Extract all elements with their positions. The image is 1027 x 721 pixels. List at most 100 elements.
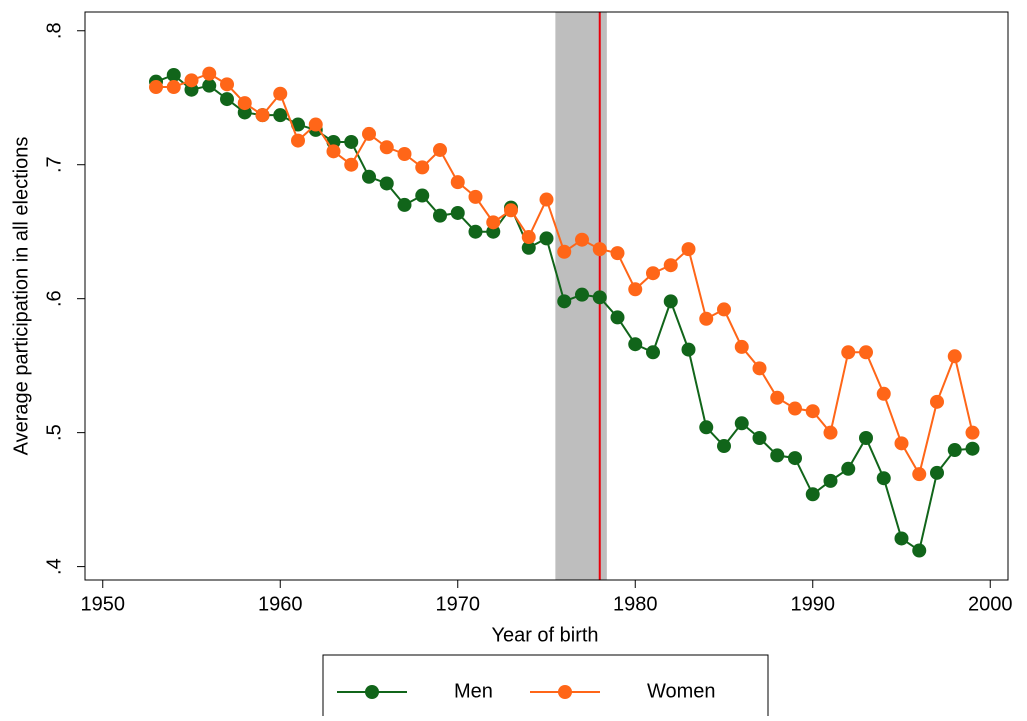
marker <box>468 224 483 239</box>
marker <box>876 471 891 486</box>
marker <box>450 205 465 220</box>
marker <box>823 425 838 440</box>
marker <box>788 401 802 416</box>
marker <box>362 169 376 184</box>
marker <box>894 436 909 451</box>
marker <box>539 231 554 246</box>
marker <box>415 188 430 203</box>
marker <box>273 86 288 101</box>
marker <box>912 543 927 558</box>
marker <box>646 345 660 360</box>
marker <box>646 266 660 281</box>
marker <box>859 345 873 360</box>
marker <box>965 425 980 440</box>
marker <box>681 242 696 257</box>
marker <box>628 337 643 352</box>
marker <box>202 78 217 93</box>
marker <box>415 160 430 175</box>
marker <box>220 92 234 107</box>
y-tick-label: .8 <box>43 22 65 39</box>
y-axis-label: Average participation in all elections <box>10 137 32 456</box>
marker <box>699 311 714 326</box>
legend-label: Men <box>454 680 493 702</box>
marker <box>734 416 749 431</box>
marker <box>575 287 589 302</box>
x-tick-label: 1990 <box>791 593 836 615</box>
marker <box>628 282 643 297</box>
marker <box>166 80 181 95</box>
marker <box>397 147 412 161</box>
legend-marker <box>558 685 572 699</box>
marker <box>788 451 802 466</box>
legend-box <box>322 654 769 721</box>
marker <box>699 420 714 435</box>
marker <box>805 404 820 419</box>
marker <box>912 467 927 482</box>
marker <box>770 448 785 463</box>
marker <box>841 461 856 476</box>
marker <box>504 203 518 218</box>
marker <box>344 157 359 172</box>
marker <box>823 473 838 488</box>
marker <box>149 80 163 95</box>
plot-frame <box>84 11 1009 581</box>
marker <box>273 108 288 123</box>
marker <box>166 67 181 82</box>
x-tick-label: 1970 <box>436 593 481 615</box>
marker <box>841 345 856 360</box>
marker <box>947 443 962 458</box>
marker <box>592 290 607 305</box>
y-tick-label: .6 <box>43 290 65 307</box>
marker <box>947 349 962 364</box>
marker <box>610 310 625 325</box>
marker <box>557 244 572 259</box>
marker <box>521 230 536 245</box>
marker <box>805 487 820 502</box>
marker <box>752 431 767 445</box>
marker <box>184 73 199 88</box>
marker <box>344 134 359 149</box>
y-tick-label: .7 <box>43 156 65 173</box>
marker <box>291 133 305 148</box>
marker <box>308 117 323 132</box>
marker <box>202 66 217 81</box>
marker <box>717 302 731 317</box>
x-tick-label: 1980 <box>613 593 658 615</box>
marker <box>362 126 376 141</box>
y-tick-label: .4 <box>43 558 65 575</box>
marker <box>663 258 678 273</box>
marker <box>397 197 412 212</box>
marker <box>770 390 785 405</box>
marker <box>930 394 944 409</box>
marker <box>575 232 589 247</box>
marker <box>468 189 483 204</box>
x-tick-label: 1950 <box>81 593 126 615</box>
legend-label: Women <box>647 680 716 702</box>
marker <box>379 140 394 155</box>
x-axis-label: Year of birth <box>491 624 598 646</box>
marker <box>610 246 625 261</box>
marker <box>681 342 696 357</box>
marker <box>433 142 447 157</box>
y-tick-label: .5 <box>43 424 65 441</box>
marker <box>326 144 341 159</box>
marker <box>433 208 447 223</box>
marker <box>557 294 572 309</box>
marker <box>486 215 501 230</box>
marker <box>717 439 731 454</box>
marker <box>539 192 554 207</box>
marker <box>255 108 270 123</box>
marker <box>930 465 944 480</box>
marker <box>965 441 980 456</box>
marker <box>876 386 891 401</box>
marker <box>450 175 465 190</box>
x-tick-label: 2000 <box>968 593 1013 615</box>
marker <box>592 242 607 257</box>
marker <box>291 117 305 132</box>
marker <box>894 531 909 546</box>
marker <box>734 339 749 354</box>
legend-marker <box>365 685 379 699</box>
marker <box>220 77 234 92</box>
